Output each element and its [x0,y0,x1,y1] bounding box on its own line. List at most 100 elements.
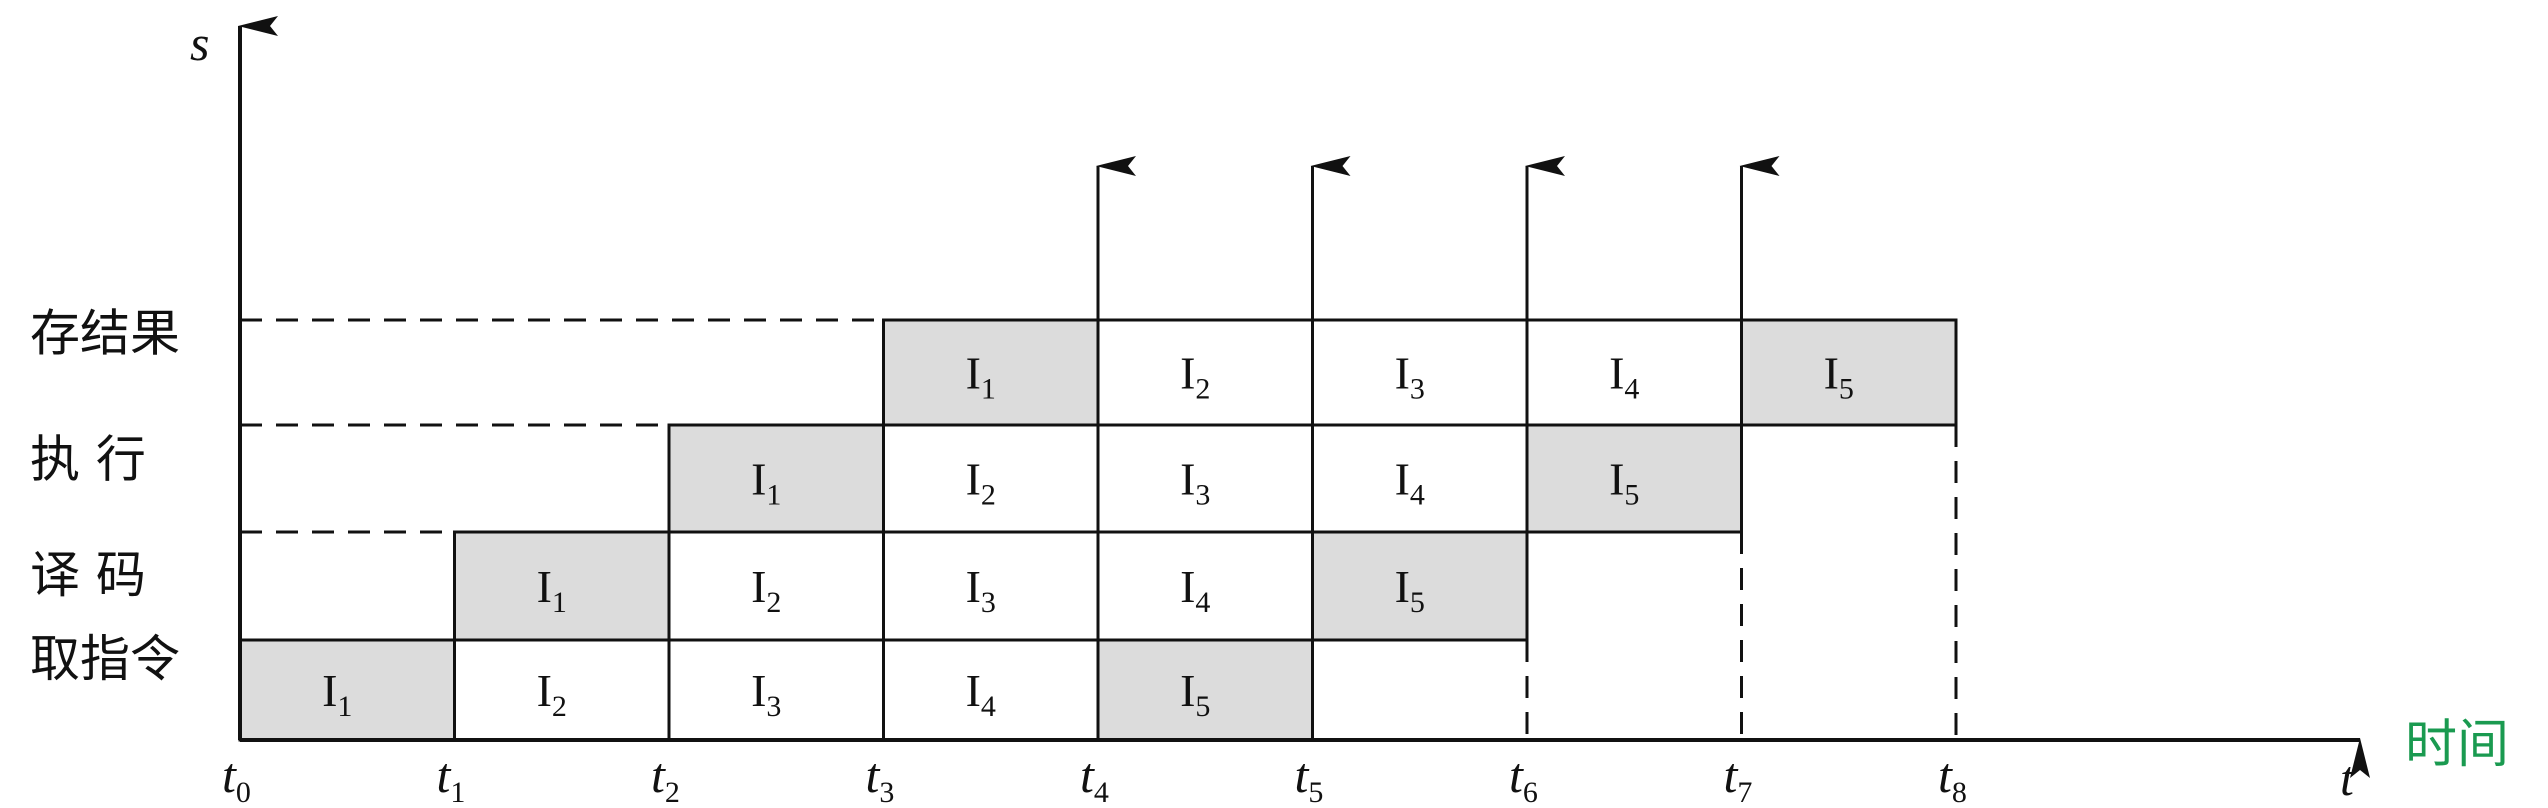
tick-base: t [1938,747,1953,803]
instr-sub: 4 [1624,373,1639,406]
cell-label-stage3-4: I5 [1824,348,1854,406]
instr-sub: 1 [552,586,567,619]
instr-sub: 2 [552,690,567,723]
instr-sub: 5 [1410,586,1425,619]
guide-lines [240,318,1958,740]
tick-label-t2: t2 [651,747,680,808]
cell-stage3-1 [1096,318,1314,427]
instr-sub: 5 [1195,690,1210,723]
cell-stage0-2 [667,638,885,742]
completion-arrows [1096,156,1780,320]
cell-label-stage2-3: I4 [1395,454,1425,512]
tick-base: t [1724,747,1739,803]
cell-stage2-1 [882,423,1100,534]
instr-base: I [751,665,766,716]
stage-labels: 取指令 译 码 执 行 存结果 [30,305,180,689]
tick-sub: 4 [1094,776,1109,808]
instr-base: I [1180,348,1195,399]
instr-sub: 1 [981,373,996,406]
instr-sub: 4 [1195,586,1210,619]
tick-base: t [1080,747,1095,803]
instr-base: I [1180,454,1195,505]
cell-stage3-4 [1740,318,1958,427]
cell-label-stage1-1: I2 [751,561,781,619]
tick-label-t0: t0 [222,747,251,808]
instr-sub: 3 [1195,479,1210,512]
time-tick-labels: t0 t1 t2 t3 t4 t5 t6 t7 t8 [222,747,1967,808]
instr-sub: 3 [981,586,996,619]
instr-sub: 4 [1410,479,1425,512]
instr-sub: 5 [1624,479,1639,512]
instr-base: I [537,665,552,716]
tick-label-t7: t7 [1724,747,1753,808]
instr-base: I [1180,561,1195,612]
tick-sub: 0 [236,776,251,808]
tick-sub: 5 [1308,776,1323,808]
tick-label-t5: t5 [1295,747,1324,808]
tick-sub: 7 [1737,776,1752,808]
tick-label-t3: t3 [866,747,895,808]
cell-label-stage2-0: I1 [751,454,781,512]
instr-base: I [966,454,981,505]
instr-sub: 2 [981,479,996,512]
cell-label-stage3-2: I3 [1395,348,1425,406]
instr-base: I [1180,665,1195,716]
instr-base: I [1395,561,1410,612]
instr-base: I [751,561,766,612]
instr-base: I [1824,348,1839,399]
tick-label-t4: t4 [1080,747,1109,808]
x-axis-caption: 时间 [2405,715,2509,775]
instr-base: I [1609,454,1624,505]
tick-sub: 1 [450,776,465,808]
cell-label-stage3-0: I1 [966,348,996,406]
stage-label-1: 译 码 [30,546,146,604]
tick-sub: 6 [1523,776,1538,808]
cell-label-stage0-3: I4 [966,665,996,723]
instr-sub: 2 [766,586,781,619]
cell-stage1-4 [1311,530,1529,642]
tick-base: t [866,747,881,803]
instr-sub: 1 [766,479,781,512]
cell-label-stage1-3: I4 [1180,561,1210,619]
cell-label-stage0-1: I2 [537,665,567,723]
instr-base: I [751,454,766,505]
tick-sub: 3 [879,776,894,808]
tick-base: t [651,747,666,803]
cell-stage2-4 [1525,423,1743,534]
cell-label-stage2-2: I3 [1180,454,1210,512]
cell-stage3-0 [882,318,1100,427]
stage-label-3: 存结果 [30,305,180,363]
tick-base: t [1295,747,1310,803]
tick-sub: 8 [1952,776,1967,808]
tick-sub: 2 [665,776,680,808]
instr-sub: 3 [1410,373,1425,406]
instr-base: I [537,561,552,612]
instr-sub: 4 [981,690,996,723]
cell-label-stage2-1: I2 [966,454,996,512]
cell-label-stage0-0: I1 [322,665,352,723]
cell-label-stage3-3: I4 [1609,348,1639,406]
instr-base: I [1395,454,1410,505]
instr-sub: 2 [1195,373,1210,406]
tick-base: t [222,747,237,803]
instr-base: I [966,665,981,716]
cell-label-stage1-4: I5 [1395,561,1425,619]
instr-base: I [1609,348,1624,399]
tick-label-t8: t8 [1938,747,1967,808]
instr-sub: 1 [337,690,352,723]
instr-sub: 5 [1839,373,1854,406]
cell-label-stage2-4: I5 [1609,454,1639,512]
y-axis-name: s [190,15,209,71]
instr-base: I [966,561,981,612]
cell-stage0-4 [1096,638,1314,742]
cell-stage3-3 [1525,318,1743,427]
cell-label-stage3-1: I2 [1180,348,1210,406]
tick-label-t1: t1 [437,747,466,808]
tick-base: t [437,747,452,803]
stage-label-0: 取指令 [30,630,180,688]
tick-label-t6: t6 [1509,747,1538,808]
cell-label-stage0-2: I3 [751,665,781,723]
cell-label-stage0-4: I5 [1180,665,1210,723]
